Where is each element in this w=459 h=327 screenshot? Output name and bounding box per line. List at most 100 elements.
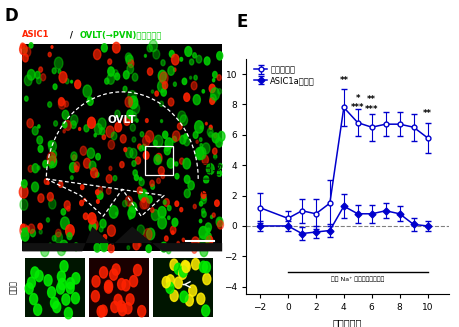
Circle shape [60, 240, 68, 251]
Circle shape [24, 47, 31, 57]
Circle shape [151, 90, 153, 93]
Circle shape [213, 133, 216, 138]
Bar [22, 44, 222, 251]
Circle shape [174, 277, 182, 288]
Circle shape [167, 206, 171, 211]
Circle shape [199, 201, 202, 206]
Circle shape [95, 172, 99, 177]
Circle shape [28, 165, 33, 172]
Circle shape [104, 282, 112, 293]
Circle shape [49, 141, 56, 152]
Circle shape [94, 134, 96, 137]
Circle shape [123, 147, 127, 152]
Circle shape [40, 74, 45, 81]
Circle shape [36, 77, 41, 84]
Circle shape [103, 234, 106, 240]
Text: ASIC1: ASIC1 [22, 30, 50, 39]
Circle shape [172, 136, 176, 142]
Circle shape [128, 91, 136, 103]
Circle shape [109, 206, 118, 218]
Circle shape [35, 71, 40, 79]
Circle shape [177, 123, 182, 129]
Circle shape [113, 70, 118, 77]
Circle shape [71, 80, 73, 83]
Circle shape [165, 146, 168, 151]
Circle shape [172, 218, 178, 227]
Circle shape [156, 157, 158, 161]
Circle shape [196, 140, 198, 144]
Circle shape [159, 72, 168, 84]
Text: 拡大図: 拡大図 [9, 281, 18, 294]
Circle shape [62, 110, 68, 119]
Circle shape [142, 198, 145, 202]
Y-axis label: 血圧の変化量
（mmHg）: 血圧の変化量 （mmHg） [203, 156, 222, 197]
Circle shape [143, 151, 149, 159]
Circle shape [167, 216, 170, 219]
Circle shape [140, 132, 143, 137]
Circle shape [133, 240, 140, 250]
Circle shape [99, 267, 107, 278]
Circle shape [69, 163, 76, 172]
Circle shape [206, 164, 214, 175]
Circle shape [200, 126, 202, 129]
Circle shape [71, 292, 79, 304]
Circle shape [38, 194, 44, 202]
Circle shape [123, 117, 130, 125]
Circle shape [66, 225, 74, 237]
Circle shape [191, 258, 199, 270]
Circle shape [50, 166, 51, 168]
Text: D: D [5, 7, 18, 25]
Circle shape [165, 138, 173, 149]
Circle shape [184, 189, 190, 198]
Circle shape [20, 224, 28, 236]
Circle shape [129, 148, 137, 158]
Circle shape [47, 152, 56, 164]
Circle shape [174, 162, 178, 166]
Circle shape [202, 211, 206, 217]
Circle shape [108, 140, 114, 149]
Circle shape [52, 235, 56, 241]
Legend: 阻害剤なし, ASIC1a阻害剤: 阻害剤なし, ASIC1a阻害剤 [254, 65, 314, 85]
Circle shape [117, 301, 125, 312]
Circle shape [210, 215, 213, 218]
Circle shape [21, 231, 29, 241]
Circle shape [133, 98, 134, 102]
Text: /: / [67, 30, 75, 39]
Circle shape [146, 245, 151, 252]
Circle shape [91, 291, 99, 302]
Circle shape [51, 46, 53, 48]
Circle shape [19, 186, 28, 198]
Circle shape [202, 262, 210, 273]
Circle shape [184, 138, 189, 146]
Circle shape [218, 219, 220, 222]
Circle shape [58, 69, 61, 74]
Circle shape [150, 180, 154, 186]
Circle shape [66, 282, 74, 294]
Circle shape [150, 208, 154, 213]
Circle shape [60, 261, 68, 272]
Circle shape [161, 60, 165, 66]
Circle shape [166, 275, 174, 286]
Circle shape [89, 222, 95, 232]
Circle shape [44, 275, 52, 286]
Circle shape [87, 97, 93, 105]
Circle shape [132, 137, 135, 142]
Circle shape [84, 125, 89, 132]
Circle shape [170, 226, 175, 234]
Circle shape [191, 82, 196, 90]
Circle shape [25, 228, 28, 232]
Circle shape [50, 297, 58, 309]
Circle shape [87, 148, 95, 158]
Circle shape [154, 155, 161, 164]
Circle shape [179, 158, 184, 164]
Circle shape [175, 174, 179, 179]
Circle shape [49, 243, 51, 247]
Circle shape [54, 121, 57, 126]
Circle shape [214, 200, 218, 206]
Circle shape [189, 59, 193, 65]
Circle shape [156, 156, 162, 164]
Circle shape [47, 181, 49, 184]
Polygon shape [22, 227, 222, 251]
Circle shape [74, 166, 78, 172]
Circle shape [61, 217, 69, 229]
